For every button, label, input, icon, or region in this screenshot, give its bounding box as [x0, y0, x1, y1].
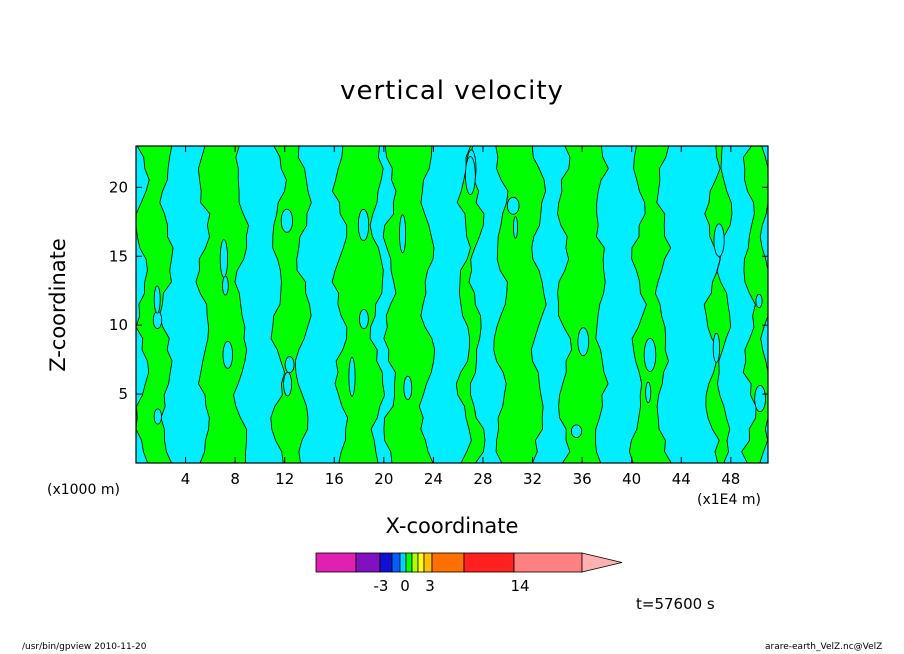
negative-island: [712, 332, 721, 363]
negative-island: [284, 356, 295, 374]
x-tick-label: 16: [325, 470, 344, 488]
x-tick-label: 20: [374, 470, 393, 488]
y-unit-label: (x1000 m): [47, 482, 120, 498]
negative-island: [222, 340, 234, 369]
colorbar-segment: [513, 552, 583, 573]
negative-island: [645, 381, 652, 403]
colorbar-segment: [391, 552, 401, 573]
colorbar-label: 3: [425, 577, 435, 595]
x-tick-label: 4: [181, 470, 191, 488]
plot-frame: [135, 145, 769, 464]
colorbar-segment: [463, 552, 515, 573]
x-tick-label: 24: [424, 470, 443, 488]
negative-island: [222, 275, 229, 296]
field-layer: [136, 146, 768, 463]
negative-island: [358, 309, 369, 330]
negative-island: [570, 424, 583, 438]
negative-region: [136, 146, 768, 463]
negative-island: [399, 214, 407, 254]
negative-island: [280, 208, 293, 233]
negative-island: [357, 208, 370, 242]
negative-island: [513, 216, 519, 239]
negative-island: [506, 196, 520, 215]
colorbar-segment: [411, 552, 419, 573]
negative-island: [153, 285, 161, 314]
x-tick-label: 44: [672, 470, 691, 488]
colorbar-label: 0: [400, 577, 410, 595]
colorbar-label: 14: [510, 577, 529, 595]
negative-island: [152, 310, 163, 329]
x-tick-label: 36: [573, 470, 592, 488]
colorbar-segment: [423, 552, 433, 573]
x-axis-label: X-coordinate: [385, 514, 519, 538]
negative-island: [403, 375, 413, 400]
colorbar-segment: [417, 552, 425, 573]
negative-island: [643, 337, 657, 372]
x-tick-label: 12: [275, 470, 294, 488]
colorbar-segment: [315, 552, 357, 573]
y-tick-label: 5: [118, 385, 128, 403]
negative-island: [219, 239, 228, 278]
colorbar-segment: [431, 552, 465, 573]
colorbar-segment: [405, 552, 413, 573]
x-tick-label: 8: [230, 470, 240, 488]
negative-island: [153, 408, 162, 425]
footer-file: arare-earth_VelZ.nc@VelZ: [765, 642, 883, 652]
x-tick-label: 48: [721, 470, 740, 488]
colorbar-segment: [399, 552, 407, 573]
x-unit-label: (x1E4 m): [697, 492, 761, 508]
negative-island: [348, 356, 356, 397]
footer-command: /usr/bin/gpview 2010-11-20: [22, 642, 147, 652]
colorbar-segment: [355, 552, 381, 573]
negative-island: [465, 156, 476, 195]
negative-island: [283, 371, 293, 397]
negative-island: [577, 327, 590, 357]
x-tick-label: 40: [622, 470, 641, 488]
time-label: t=57600 s: [636, 595, 715, 613]
colorbar-arrow: [581, 552, 623, 573]
colorbar-segment: [379, 552, 393, 573]
colorbar: -3 0 3 14: [315, 552, 623, 595]
y-tick-label: 15: [109, 247, 128, 265]
y-tick-label: 10: [109, 316, 128, 334]
x-tick-label: 28: [473, 470, 492, 488]
x-tick-label: 32: [523, 470, 542, 488]
negative-island: [713, 223, 725, 257]
y-axis-label: Z-coordinate: [46, 238, 70, 372]
chart-title: vertical velocity: [340, 76, 564, 106]
y-tick-label: 20: [109, 178, 128, 196]
negative-island: [755, 293, 763, 309]
colorbar-label: -3: [374, 577, 389, 595]
negative-island: [754, 385, 766, 413]
